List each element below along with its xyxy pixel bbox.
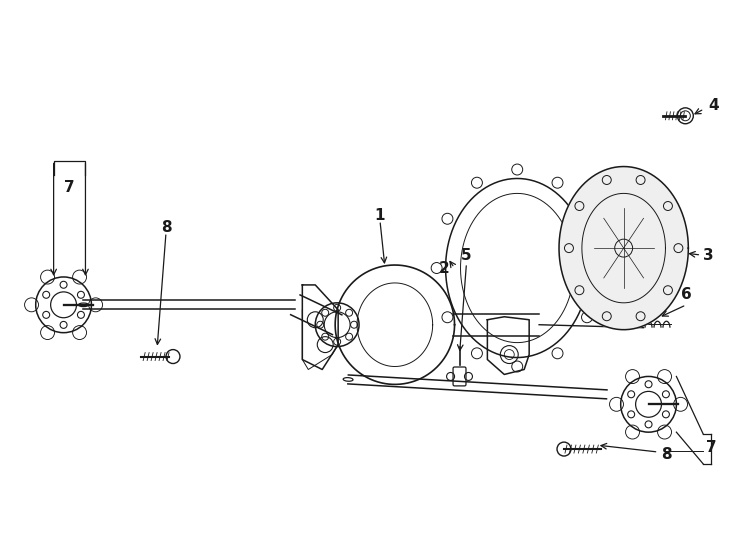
- Text: 7: 7: [65, 180, 75, 195]
- Text: 5: 5: [461, 247, 472, 262]
- Text: 1: 1: [374, 208, 385, 223]
- Text: 8: 8: [661, 447, 672, 462]
- Text: 2: 2: [439, 260, 450, 275]
- Text: 4: 4: [708, 98, 719, 113]
- Text: 8: 8: [161, 220, 171, 235]
- Text: 3: 3: [703, 247, 713, 262]
- Text: 7: 7: [706, 440, 716, 455]
- Text: 6: 6: [681, 287, 691, 302]
- Polygon shape: [559, 166, 688, 330]
